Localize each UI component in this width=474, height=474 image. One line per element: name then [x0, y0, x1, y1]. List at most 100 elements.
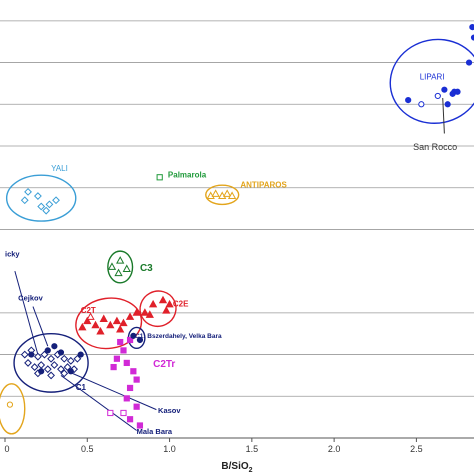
group-labels: LIPARI YALI Palmarola ANTIPAROS C3 C2E C2T C2Tr… — [5, 72, 457, 436]
data-point — [110, 363, 117, 371]
data-point — [34, 192, 42, 200]
annotation-label-cejkov: Cejkov — [18, 293, 43, 302]
data-point — [120, 409, 127, 417]
data-point — [126, 416, 134, 423]
data-point — [45, 200, 54, 209]
x-tick-label: 0.5 — [81, 444, 94, 454]
data-point — [44, 347, 51, 354]
group-ellipse-c2e — [139, 290, 177, 328]
group-label-palmarola: Palmarola — [168, 170, 207, 179]
group-ellipse-c1 — [13, 333, 89, 393]
group-ellipse-unlabeled — [0, 383, 26, 435]
data-point — [223, 189, 232, 197]
x-tick-label: 1.5 — [246, 444, 259, 454]
data-point — [165, 299, 174, 308]
data-point — [107, 262, 117, 270]
data-point — [24, 187, 32, 196]
data-point — [51, 343, 58, 350]
data-point — [57, 349, 65, 356]
x-tick-label: 2.0 — [328, 444, 341, 454]
data-point — [52, 196, 60, 205]
data-point — [454, 88, 461, 95]
data-point — [42, 206, 51, 215]
data-point — [130, 332, 137, 339]
data-point — [122, 264, 131, 272]
data-point — [211, 189, 220, 197]
group-label-c3: C3 — [140, 263, 153, 274]
data-point — [156, 174, 163, 181]
x-tick-label: 1.0 — [163, 444, 176, 454]
data-point — [130, 368, 137, 375]
data-point — [133, 403, 140, 410]
data-point — [20, 350, 29, 359]
annotation-label-san-rocco: San Rocco — [413, 142, 457, 152]
leader-line — [14, 271, 39, 355]
data-point — [117, 338, 124, 346]
data-point — [136, 336, 144, 344]
group-ellipses — [0, 38, 474, 435]
group-label-c2t: C2T — [81, 306, 96, 315]
group-label-antiparos: ANTIPAROS — [240, 181, 287, 190]
data-point — [6, 401, 14, 408]
data-point — [77, 351, 84, 358]
data-point — [70, 365, 79, 374]
x-axis: 0 0.5 1.0 1.5 2.0 2.5 — [4, 438, 423, 454]
data-point — [132, 308, 141, 316]
data-point — [99, 314, 108, 323]
group-ellipse-yali — [5, 174, 77, 222]
data-point — [162, 306, 171, 314]
group-label-yali: YALI — [51, 164, 68, 173]
data-point — [145, 310, 154, 318]
group-label-c2e: C2E — [173, 300, 189, 309]
data-point — [148, 299, 158, 308]
data-point — [112, 316, 122, 325]
leader-line — [60, 375, 137, 431]
data-point — [126, 384, 134, 392]
data-point — [116, 256, 125, 264]
annotation-label-icky: icky — [5, 250, 20, 259]
group-label-lipari: LIPARI — [420, 72, 445, 81]
data-point — [123, 359, 130, 367]
data-point — [125, 312, 135, 320]
data-point — [34, 352, 42, 361]
data-point — [441, 86, 448, 93]
x-axis-title-subscript: 2 — [249, 467, 253, 474]
data-point — [405, 97, 412, 104]
data-point — [227, 191, 237, 199]
data-point — [38, 368, 45, 375]
x-tick-label: 0 — [4, 444, 9, 454]
data-point — [444, 101, 451, 108]
group-ellipse-c3 — [107, 250, 134, 284]
x-axis-title-main: B/SiO — [221, 461, 248, 472]
data-point — [60, 354, 69, 363]
data-point — [449, 90, 456, 97]
data-point — [57, 365, 65, 374]
data-point — [465, 59, 473, 66]
data-point — [47, 354, 55, 363]
leader-line — [442, 98, 445, 134]
data-point — [24, 359, 32, 367]
data-point — [67, 368, 74, 375]
data-point — [50, 361, 59, 369]
data-point — [107, 409, 114, 417]
annotation-label-mala-bara: Mala Bara — [137, 427, 173, 436]
data-point — [83, 316, 92, 325]
data-point — [158, 295, 168, 304]
data-point — [116, 324, 125, 333]
annotation-leaders — [14, 98, 445, 431]
data-point — [47, 371, 55, 380]
data-point — [91, 320, 100, 329]
data-point — [106, 320, 115, 329]
data-point — [60, 369, 69, 378]
leader-line — [67, 370, 157, 411]
data-point — [120, 347, 127, 354]
data-point — [66, 356, 75, 365]
annotation-label-kasov: Kasov — [158, 406, 181, 415]
x-axis-title: B/SiO2 — [221, 461, 252, 474]
data-point — [140, 308, 150, 316]
group-ellipse-c2t — [75, 297, 143, 350]
data-point — [96, 326, 105, 335]
data-point — [37, 202, 46, 211]
